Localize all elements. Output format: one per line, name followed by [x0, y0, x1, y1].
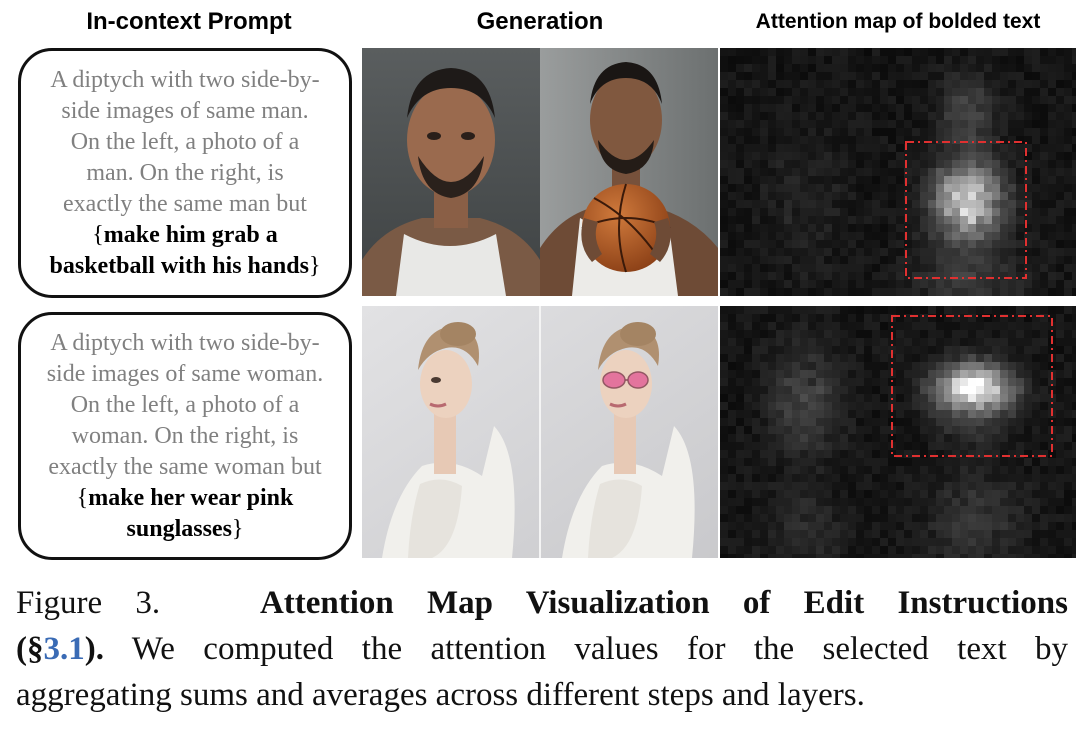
attention-heatmap	[720, 48, 1076, 296]
caption-title: Attention Map Visualization of Edit Inst…	[259, 585, 1068, 621]
caption-line-1: Figure 3. Attention Map Visualization of…	[16, 580, 1068, 626]
diptych-man-basketball-photo	[362, 48, 718, 296]
prompt-box-woman: A diptych with two side-by- side images …	[18, 312, 352, 560]
caption-line-2: (§3.1). We computed the attention values…	[16, 631, 1069, 667]
prompt-line: man. On the right, is	[86, 159, 284, 186]
prompt-line: woman. On the right, is	[71, 422, 299, 449]
prompt-line: On the left, a photo of a	[70, 391, 300, 418]
diptych-woman-sunglasses-photo	[362, 306, 718, 558]
highlight-box	[891, 315, 1053, 457]
prompt-line: side images of same woman.	[46, 360, 324, 387]
attention-map-sunglasses	[720, 306, 1076, 558]
prompt-line: exactly the same man but	[63, 190, 307, 217]
bold-instruction-line: {make her wear pink	[76, 484, 294, 511]
header-in-context-prompt: In-context Prompt	[86, 8, 292, 35]
prompt-box-man: A diptych with two side-by- side images …	[18, 48, 352, 298]
generation-image-man	[362, 48, 718, 296]
highlight-box	[905, 141, 1027, 279]
prompt-line: A diptych with two side-by-	[50, 329, 320, 356]
prompt-line: side images of same man.	[61, 97, 309, 124]
attention-map-basketball	[720, 48, 1076, 296]
header-attention-map: Attention map of bolded text	[755, 10, 1041, 33]
bold-instruction-line: basketball with his hands}	[49, 252, 321, 279]
section-reference-link[interactable]: 3.1	[43, 631, 85, 667]
bold-instruction-line: {make him grab a	[92, 221, 278, 248]
header-generation: Generation	[476, 8, 604, 35]
prompt-line: exactly the same woman but	[48, 453, 322, 480]
prompt-line: On the left, a photo of a	[70, 128, 300, 155]
generation-image-woman	[362, 306, 718, 558]
prompt-line: A diptych with two side-by-	[50, 66, 320, 93]
bold-instruction-line: sunglasses}	[126, 515, 244, 542]
caption-line-3: aggregating sums and averages across dif…	[16, 677, 865, 713]
figure-label: Figure 3.	[16, 585, 161, 621]
attention-heatmap	[720, 306, 1076, 558]
figure-caption: Figure 3. Attention Map Visualization of…	[16, 580, 1068, 718]
